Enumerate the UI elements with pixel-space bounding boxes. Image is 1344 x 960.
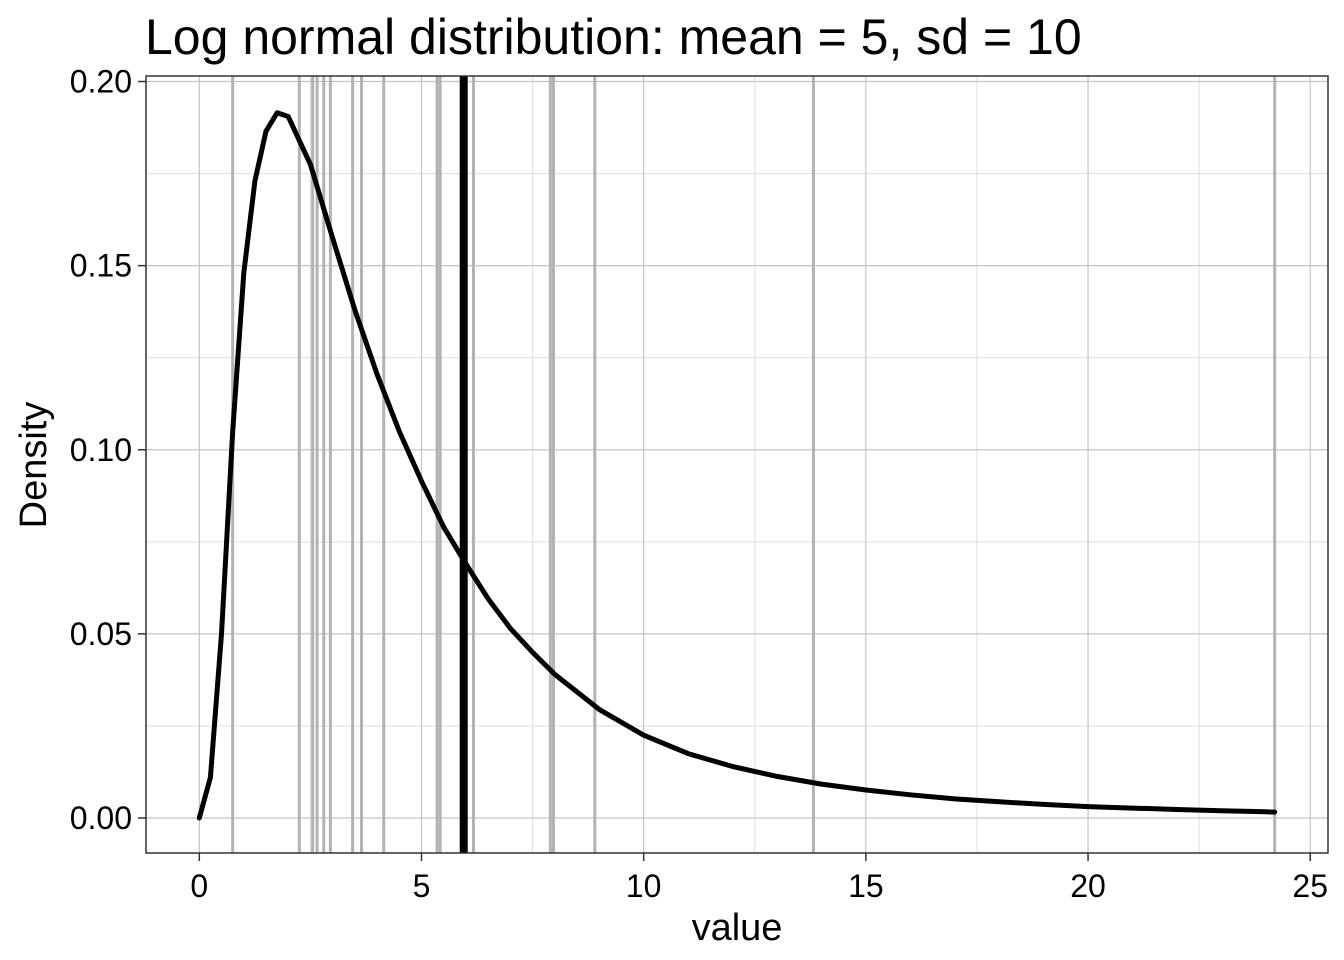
- y-axis-title: Density: [13, 402, 55, 529]
- y-tick-label: 0.15: [70, 248, 132, 284]
- chart-title: Log normal distribution: mean = 5, sd = …: [145, 9, 1082, 65]
- x-tick-label: 0: [190, 868, 208, 904]
- y-tick-label: 0.05: [70, 616, 132, 652]
- x-axis: 0 5 10 15 20 25: [190, 853, 1328, 904]
- grid-minor: [146, 76, 1328, 853]
- y-tick-label: 0.10: [70, 432, 132, 468]
- x-axis-title: value: [692, 907, 783, 949]
- x-tick-label: 5: [413, 868, 431, 904]
- y-tick-label: 0.00: [70, 800, 132, 836]
- y-tick-label: 0.20: [70, 64, 132, 100]
- density-curve: [196, 110, 1278, 821]
- x-tick-label: 25: [1292, 868, 1328, 904]
- y-axis: 0.00 0.05 0.10 0.15 0.20: [70, 64, 146, 836]
- x-tick-label: 10: [626, 868, 662, 904]
- sample-lines: [231, 76, 1277, 853]
- density-curve-group: [196, 110, 1278, 821]
- plot-area: [145, 75, 1329, 854]
- panel-border: [145, 75, 1329, 854]
- x-tick-label: 20: [1070, 868, 1106, 904]
- x-tick-label: 15: [848, 868, 884, 904]
